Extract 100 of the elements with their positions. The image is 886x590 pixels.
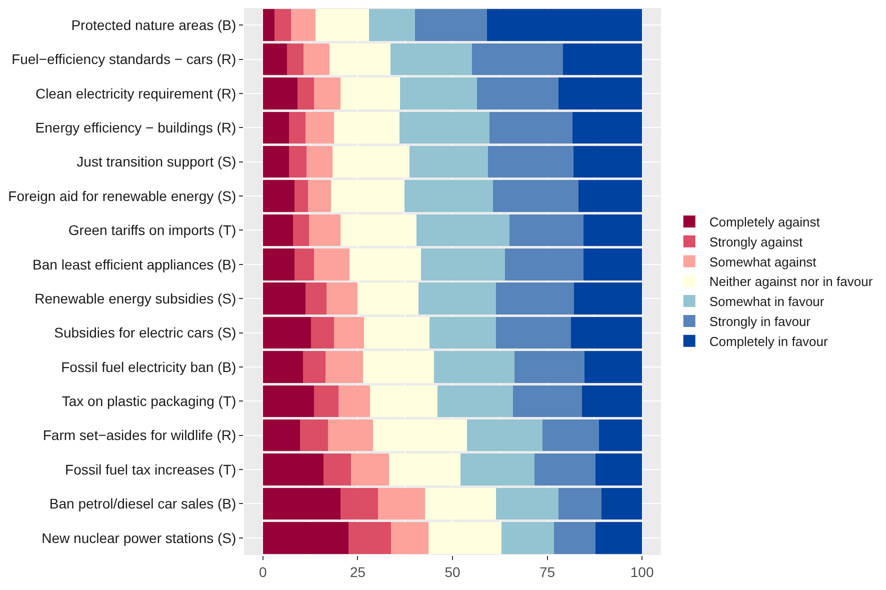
bar bbox=[309, 214, 340, 246]
bar bbox=[297, 78, 314, 110]
bar bbox=[262, 282, 306, 314]
bar bbox=[262, 385, 314, 418]
bar bbox=[573, 146, 642, 178]
y-tick-label: Energy efficiency − buildings (R) bbox=[35, 120, 236, 136]
bar bbox=[262, 112, 290, 144]
bar bbox=[305, 282, 326, 314]
bar bbox=[316, 9, 370, 41]
legend-label: Completely against bbox=[709, 214, 820, 230]
bar bbox=[350, 454, 390, 486]
x-tick-label: 25 bbox=[350, 564, 366, 580]
bar bbox=[262, 78, 298, 110]
bar bbox=[340, 214, 416, 246]
bar bbox=[262, 9, 274, 41]
bar bbox=[434, 351, 514, 383]
bar bbox=[378, 488, 425, 520]
x-tick-label: 100 bbox=[630, 564, 654, 580]
bar bbox=[558, 78, 642, 110]
y-tick-label: Ban least efficient appliances (B) bbox=[32, 256, 236, 272]
bar bbox=[340, 488, 378, 520]
bar bbox=[570, 316, 642, 349]
bar bbox=[372, 419, 467, 452]
bar bbox=[348, 522, 392, 554]
bar bbox=[292, 214, 310, 246]
bar bbox=[262, 488, 340, 520]
bar bbox=[389, 454, 460, 486]
bar bbox=[416, 214, 510, 246]
bar bbox=[289, 146, 307, 178]
y-tick-label: Subsidies for electric cars (S) bbox=[54, 324, 236, 341]
bar bbox=[363, 351, 434, 383]
bar bbox=[340, 78, 400, 110]
legend-label: Somewhat in favour bbox=[709, 294, 825, 310]
bar bbox=[574, 282, 642, 314]
bar bbox=[304, 43, 330, 76]
bar bbox=[595, 522, 642, 554]
bar bbox=[370, 385, 438, 418]
bar bbox=[294, 248, 314, 280]
bar bbox=[513, 385, 582, 418]
bar bbox=[328, 419, 373, 452]
bar bbox=[414, 9, 487, 41]
bar bbox=[490, 112, 573, 144]
bar bbox=[534, 454, 596, 486]
legend-label: Completely in favour bbox=[709, 334, 829, 349]
legend-label: Strongly in favour bbox=[709, 314, 812, 330]
bar bbox=[314, 248, 350, 280]
bar bbox=[262, 43, 288, 76]
y-tick-label: Green tariffs on imports (T) bbox=[68, 222, 236, 238]
bar bbox=[418, 282, 496, 314]
y-tick-label: Foreign aid for renewable energy (S) bbox=[8, 188, 236, 204]
bar bbox=[487, 9, 642, 41]
bar bbox=[583, 248, 642, 280]
bar bbox=[300, 419, 328, 452]
bar bbox=[262, 248, 294, 280]
bar bbox=[311, 316, 334, 349]
bar bbox=[510, 214, 584, 246]
bar bbox=[582, 385, 642, 418]
bar bbox=[329, 43, 390, 76]
bar bbox=[542, 419, 599, 452]
y-tick-label: Fossil fuel electricity ban (B) bbox=[61, 358, 236, 375]
x-tick-label: 75 bbox=[539, 564, 556, 580]
bar bbox=[429, 316, 496, 349]
bar bbox=[505, 248, 584, 280]
y-tick-label: Just transition support (S) bbox=[76, 154, 236, 170]
bar bbox=[262, 146, 290, 178]
y-tick-label: Fossil fuel tax increases (T) bbox=[65, 461, 236, 478]
legend-label: Somewhat against bbox=[709, 254, 817, 270]
bar bbox=[572, 112, 642, 144]
bar bbox=[324, 454, 351, 486]
bar bbox=[262, 316, 312, 349]
bar bbox=[262, 419, 300, 452]
bar bbox=[493, 180, 579, 212]
bar bbox=[262, 214, 293, 246]
bar bbox=[404, 180, 494, 212]
bar bbox=[598, 419, 642, 452]
bar bbox=[496, 488, 559, 520]
bar bbox=[262, 180, 294, 212]
bar bbox=[476, 78, 559, 110]
y-tick-label: Renewable energy subsidies (S) bbox=[34, 290, 236, 306]
bar bbox=[496, 282, 574, 314]
bar bbox=[287, 43, 304, 76]
y-tick-label: Farm set−asides for wildlife (R) bbox=[42, 427, 236, 444]
y-tick-label: Ban petrol/diesel car sales (B) bbox=[49, 496, 236, 512]
bar bbox=[488, 146, 574, 178]
bar bbox=[501, 522, 554, 554]
bar bbox=[326, 351, 364, 383]
bar bbox=[262, 351, 303, 383]
bar bbox=[438, 385, 514, 418]
x-tick-label: 0 bbox=[259, 564, 268, 580]
bar bbox=[262, 522, 348, 554]
bar bbox=[314, 78, 340, 110]
bar bbox=[274, 9, 292, 41]
bar bbox=[302, 351, 326, 383]
bar bbox=[369, 9, 415, 41]
y-tick-label: Tax on plastic packaging (T) bbox=[62, 393, 236, 410]
bar bbox=[334, 316, 364, 349]
bar bbox=[496, 316, 571, 349]
bar bbox=[291, 9, 316, 41]
bar bbox=[460, 454, 534, 486]
bar bbox=[472, 43, 564, 76]
